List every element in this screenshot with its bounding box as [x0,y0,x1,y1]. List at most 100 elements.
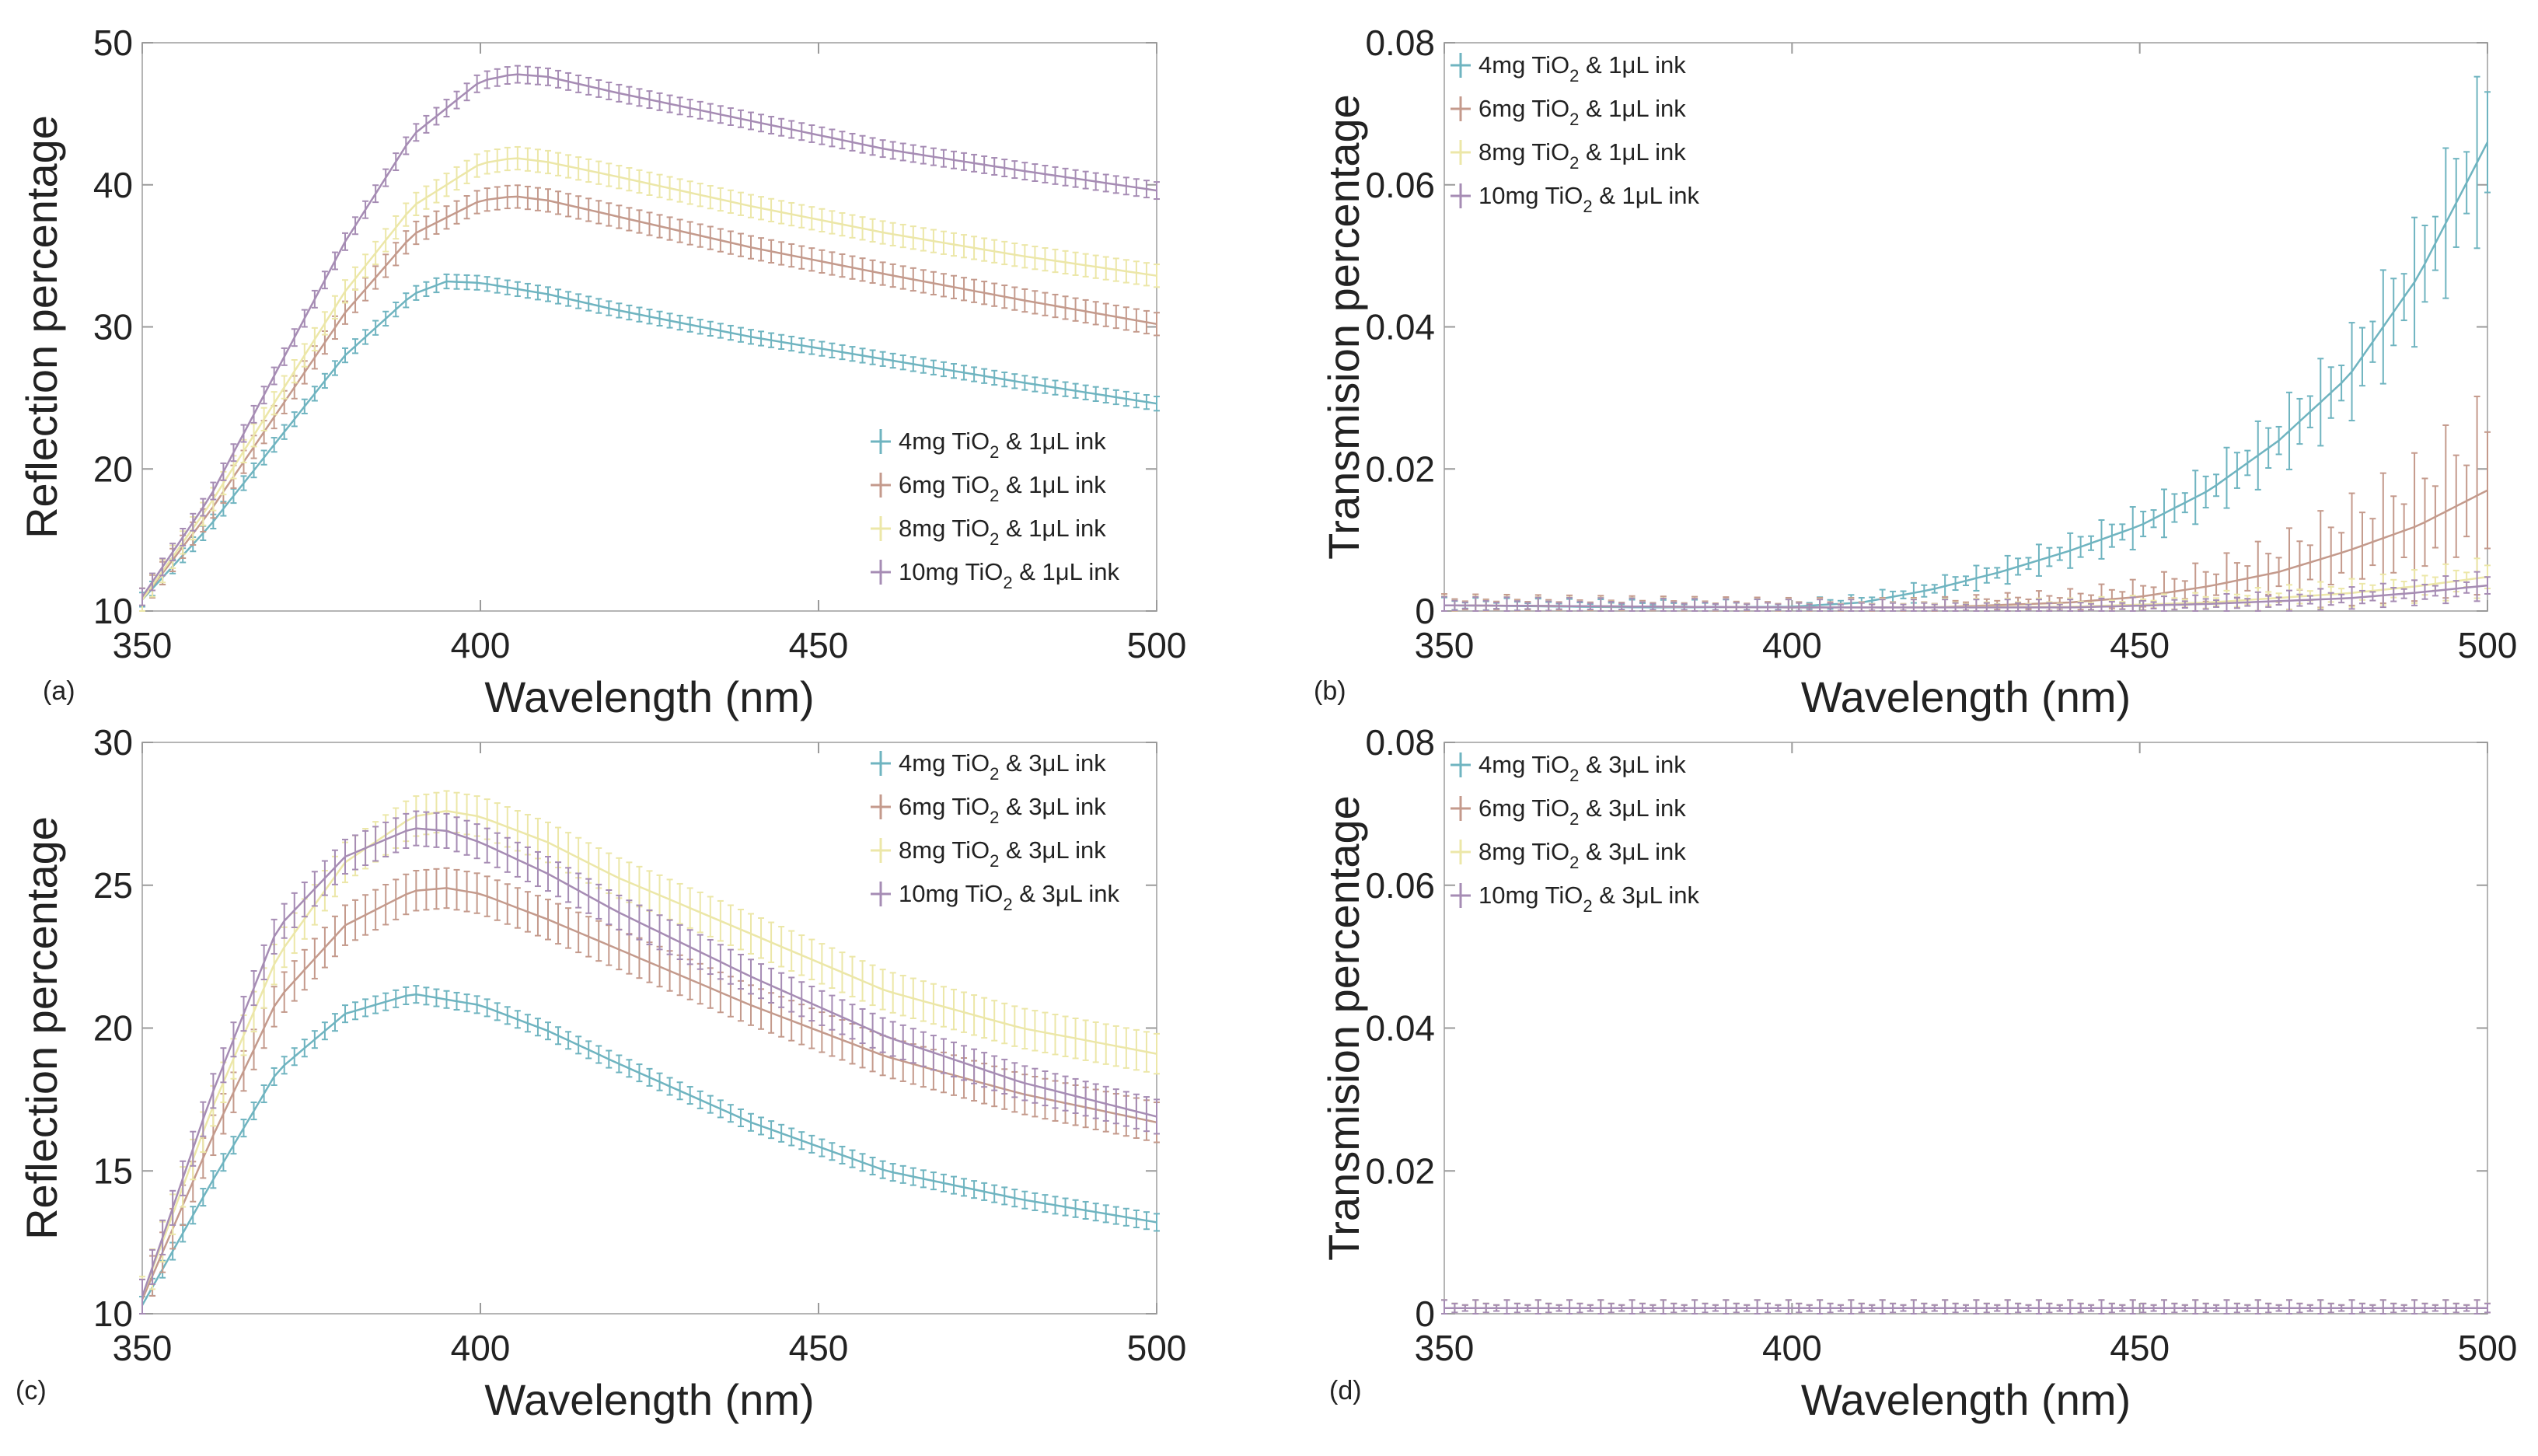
legend-text-main: 8mg TiO [899,515,990,542]
y-tick-label: 30 [93,307,133,347]
x-axis-label: Wavelength (nm) [484,672,814,721]
series-10mg [1441,571,2491,612]
series-10mg [139,810,1160,1315]
panel-b: 350 400 450 500 0 0.02 0.04 0.06 0.08 Wavelength … [1314,23,2517,721]
legend-text-rest: & 1μL ink [1593,182,1700,209]
legend-text-rest: & 3μL ink [999,836,1106,864]
legend-text-rest: & 1μL ink [999,515,1106,542]
series-10mg [1441,1299,2491,1315]
legend-text-main: 6mg TiO [899,793,990,820]
legend-entry: 4mg TiO2 & 1μL ink [899,428,1106,462]
legend-entry: 8mg TiO2 & 3μL ink [899,836,1106,871]
legend-text-main: 10mg TiO [899,880,1003,907]
y-tick-label: 0.04 [1365,307,1435,347]
legend-text-main: 4mg TiO [1478,51,1569,79]
x-tick-label: 450 [2110,625,2170,665]
legend-text-rest: & 3μL ink [999,793,1106,820]
x-tick-label: 500 [1127,1328,1187,1368]
y-tick-label: 0.02 [1365,449,1435,489]
y-axis-label: Reflection percentage [17,816,66,1240]
x-tick-label: 350 [113,1328,173,1368]
x-tick-label: 400 [1762,625,1822,665]
legend-text-main: 6mg TiO [899,471,990,498]
y-tick-label: 10 [93,1294,133,1334]
x-tick-label: 400 [1762,1328,1822,1368]
y-tick-label: 25 [93,865,133,906]
legend-text-main: 10mg TiO [1478,182,1583,209]
legend-entry: 10mg TiO2 & 1μL ink [899,558,1119,592]
legend-text-rest: & 1μL ink [1013,558,1120,585]
y-tick-label: 20 [93,1008,133,1049]
legend-text-rest: & 1μL ink [999,471,1106,498]
x-tick-label: 500 [2458,1328,2518,1368]
x-tick-label: 350 [1415,625,1475,665]
x-axis-label: Wavelength (nm) [1801,1375,2131,1424]
x-axis-label: Wavelength (nm) [484,1375,814,1424]
legend-subscript: 2 [990,442,999,462]
legend-entry: 6mg TiO2 & 1μL ink [1478,95,1686,129]
x-tick-label: 400 [451,1328,511,1368]
x-axis-label: Wavelength (nm) [1801,672,2131,721]
legend-text-main: 8mg TiO [1478,138,1569,166]
legend-text-rest: & 1μL ink [1579,51,1686,79]
x-tick-label: 400 [451,625,511,665]
legend-text-rest: & 3μL ink [999,749,1106,777]
y-tick-label: 0.06 [1365,165,1435,205]
panel-letter: (c) [16,1376,47,1405]
panel-a: 350 400 450 500 10 20 30 40 50 Wavelength (nm) Ref… [17,23,1186,721]
legend-text-main: 10mg TiO [899,558,1003,585]
panel-letter: (d) [1329,1376,1362,1405]
y-tick-label: 0 [1415,1294,1435,1334]
series-10mg [139,65,1160,606]
y-tick-label: 50 [93,23,133,63]
legend-subscript: 2 [990,486,999,505]
panel-letter: (a) [43,676,75,706]
panel-d: 350 400 450 500 0 0.02 0.04 0.06 0.08 Wavelength … [1319,722,2517,1424]
y-axis-label: Transmision percentage [1319,795,1368,1261]
legend-subscript: 2 [990,851,999,871]
legend-entry: 10mg TiO2 & 3μL ink [899,880,1119,914]
y-tick-label: 0.02 [1365,1150,1435,1191]
legend-text-rest: & 1μL ink [1579,138,1686,166]
y-tick-label: 0.08 [1365,722,1435,763]
legend-text-rest: & 1μL ink [999,428,1106,455]
x-tick-label: 500 [1127,625,1187,665]
y-tick-label: 0.04 [1365,1008,1435,1049]
x-tick-label: 500 [2458,625,2518,665]
legend-text-main: 4mg TiO [899,428,990,455]
y-tick-label: 0 [1415,591,1435,631]
y-axis-label: Transmision percentage [1319,94,1368,560]
y-tick-label: 30 [93,722,133,763]
legend-subscript: 2 [1583,197,1592,216]
legend-entry: 4mg TiO2 & 3μL ink [899,749,1106,784]
legend-subscript: 2 [990,764,999,784]
series-4mg [139,273,1160,608]
legend-subscript: 2 [1569,66,1579,86]
y-axis-label: Reflection percentage [17,115,66,539]
series-8mg [139,145,1160,612]
panel-letter: (b) [1314,676,1346,706]
legend-text-main: 8mg TiO [899,836,990,864]
legend-subscript: 2 [1003,573,1012,592]
legend-text-rest: & 1μL ink [1579,95,1686,122]
legend-entry: 4mg TiO2 & 1μL ink [1478,51,1686,86]
y-tick-label: 40 [93,165,133,205]
y-tick-label: 15 [93,1150,133,1191]
y-tick-label: 0.06 [1365,865,1435,906]
x-tick-label: 450 [789,625,849,665]
legend-text-main: 6mg TiO [1478,95,1569,122]
x-tick-label: 350 [1415,1328,1475,1368]
y-tick-label: 0.08 [1365,23,1435,63]
legend-subscript: 2 [1003,895,1012,914]
legend-entry: 6mg TiO2 & 1μL ink [899,471,1106,505]
legend-text-main: 4mg TiO [899,749,990,777]
legend-subscript: 2 [990,529,999,549]
legend-text-rest: & 3μL ink [1013,880,1120,907]
legend-subscript: 2 [990,808,999,827]
y-tick-label: 10 [93,591,133,631]
legend-subscript: 2 [1569,153,1579,173]
